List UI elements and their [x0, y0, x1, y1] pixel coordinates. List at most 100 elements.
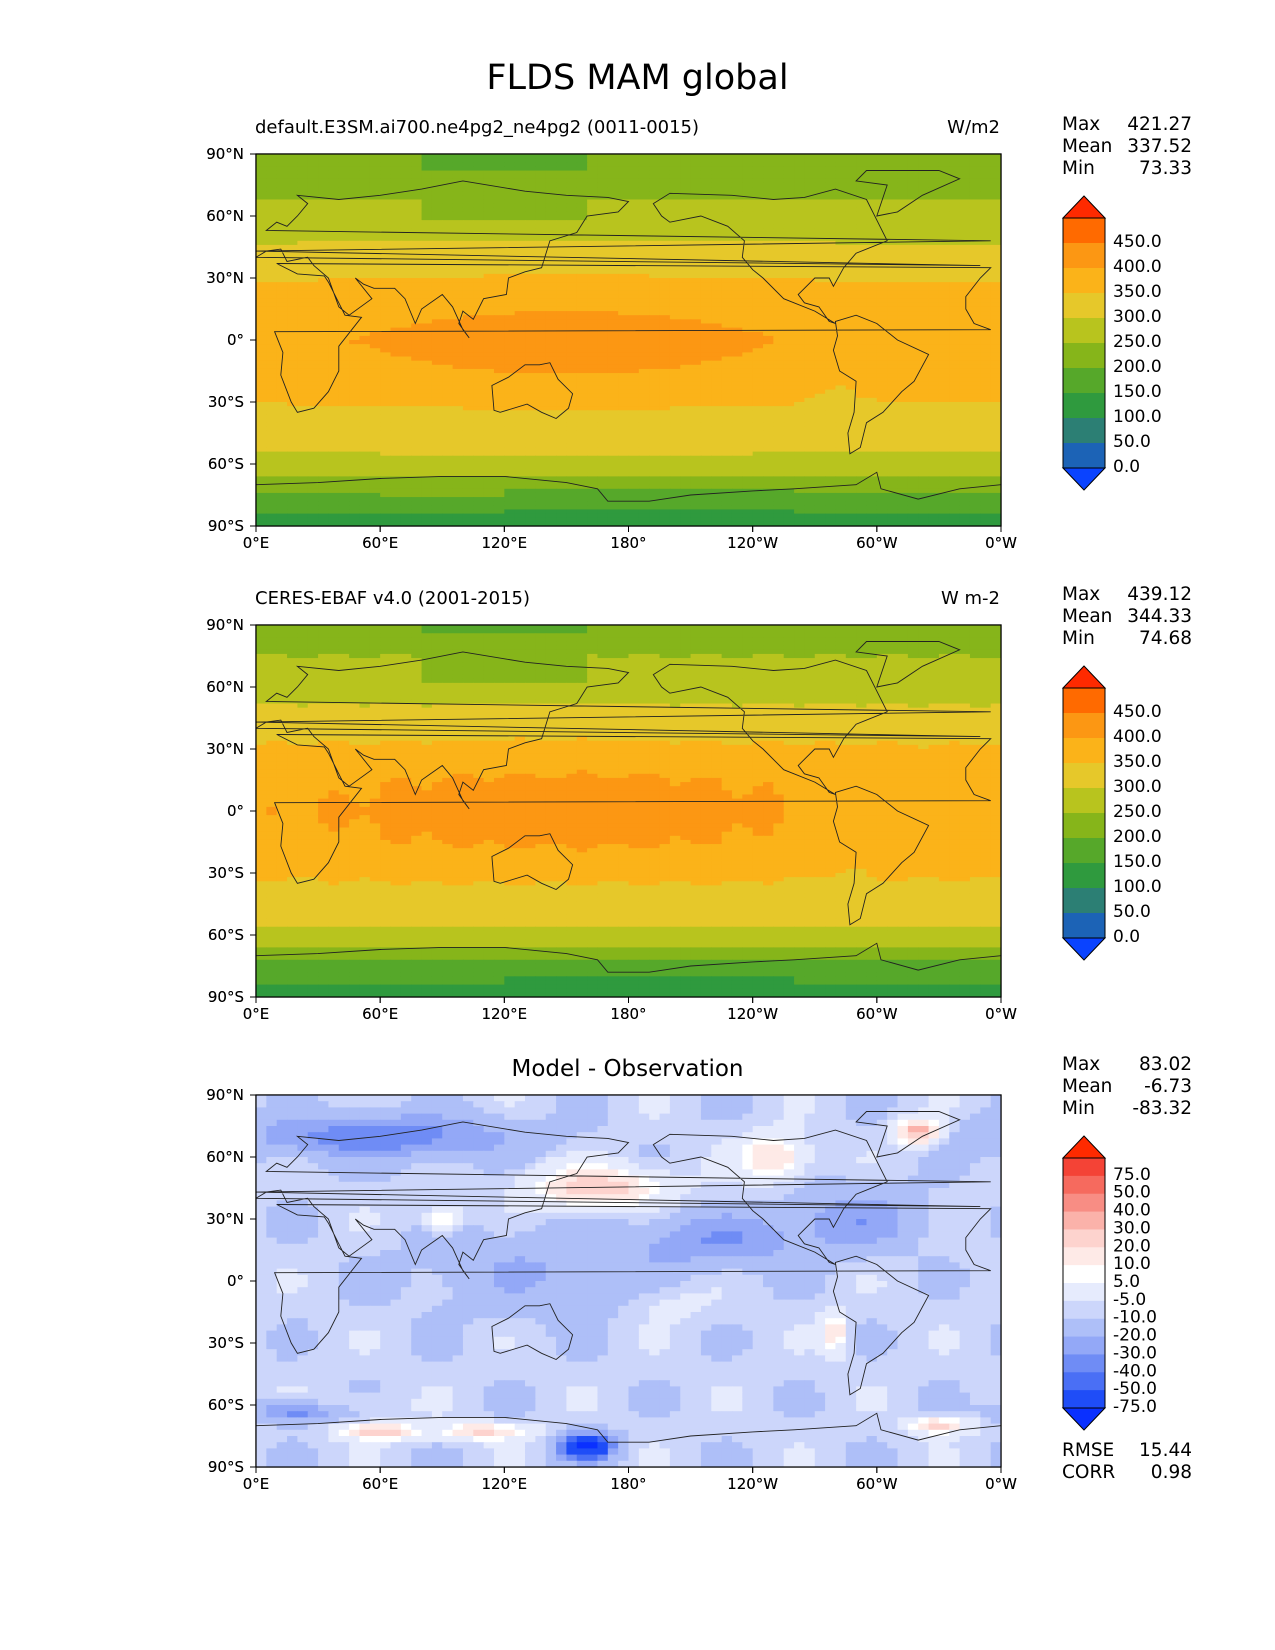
- field-cell: [711, 178, 723, 184]
- field-cell: [825, 187, 837, 192]
- field-cell: [649, 430, 661, 436]
- field-cell: [318, 385, 330, 391]
- field-cell: [525, 294, 536, 300]
- field-cell: [618, 368, 630, 374]
- field-cell: [804, 393, 816, 399]
- field-cell: [638, 174, 650, 180]
- field-cell: [711, 282, 723, 287]
- field-cell: [514, 422, 526, 428]
- field-cell: [918, 228, 930, 234]
- field-cell: [783, 178, 795, 184]
- field-cell: [907, 182, 919, 188]
- field-cell: [628, 273, 640, 279]
- field-cell: [752, 154, 764, 159]
- field-cell: [990, 211, 1001, 217]
- field-cell: [783, 319, 795, 325]
- field-cell: [442, 236, 454, 242]
- field-cell: [266, 340, 278, 345]
- field-cell: [783, 315, 795, 320]
- field-cell: [545, 249, 557, 254]
- field-cell: [442, 352, 454, 358]
- field-cell: [483, 385, 495, 391]
- field-cell: [876, 249, 888, 254]
- field-cell: [473, 216, 485, 221]
- field-cell: [369, 199, 381, 205]
- field-cell: [587, 170, 599, 176]
- field-cell: [928, 331, 940, 337]
- field-cell: [711, 426, 723, 432]
- field-cell: [276, 331, 288, 337]
- field-cell: [535, 294, 547, 300]
- field-cell: [763, 282, 774, 287]
- field-cell: [618, 340, 630, 345]
- field-cell: [773, 364, 785, 370]
- field-cell: [462, 224, 474, 229]
- field-cell: [969, 319, 981, 325]
- field-cell: [266, 373, 278, 378]
- field-cell: [628, 240, 640, 246]
- field-cell: [421, 327, 433, 333]
- field-cell: [773, 373, 785, 378]
- field-cell: [256, 435, 267, 440]
- field-cell: [752, 265, 764, 271]
- field-cell: [835, 216, 847, 221]
- field-cell: [535, 236, 547, 242]
- field-cell: [545, 224, 557, 229]
- field-cell: [969, 430, 981, 436]
- field-cell: [380, 207, 392, 213]
- field-cell: [928, 344, 940, 349]
- field-cell: [587, 422, 599, 428]
- field-cell: [835, 187, 847, 192]
- field-cell: [493, 195, 505, 201]
- field-cell: [825, 207, 837, 213]
- field-cell: [380, 282, 392, 287]
- field-cell: [431, 340, 443, 345]
- field-cell: [359, 331, 371, 337]
- field-cell: [504, 422, 516, 428]
- field-cell: [431, 162, 443, 167]
- field-cell: [731, 273, 743, 279]
- field-cell: [421, 265, 433, 271]
- field-cell: [369, 397, 381, 403]
- field-cell: [659, 397, 671, 403]
- field-cell: [266, 158, 278, 163]
- field-cell: [514, 377, 526, 382]
- field-cell: [618, 422, 630, 428]
- field-cell: [700, 232, 712, 238]
- field-cell: [825, 298, 837, 304]
- field-cell: [659, 170, 671, 176]
- field-cell: [276, 352, 288, 358]
- field-cell: [473, 352, 485, 358]
- field-cell: [669, 319, 681, 325]
- field-cell: [763, 199, 774, 205]
- field-cell: [587, 195, 599, 201]
- field-cell: [504, 191, 516, 196]
- field-cell: [773, 381, 785, 387]
- field-cell: [711, 265, 723, 271]
- field-cell: [700, 315, 712, 320]
- field-cell: [628, 381, 640, 387]
- field-cell: [328, 302, 340, 308]
- field-cell: [266, 327, 278, 333]
- field-cell: [607, 315, 619, 320]
- field-cell: [369, 273, 381, 279]
- field-cell: [897, 389, 909, 395]
- field-cell: [649, 158, 661, 163]
- field-cell: [256, 352, 267, 358]
- field-cell: [959, 249, 971, 254]
- field-cell: [804, 331, 816, 337]
- field-cell: [307, 294, 319, 300]
- field-cell: [297, 352, 309, 358]
- field-cell: [711, 315, 723, 320]
- field-cell: [514, 282, 526, 287]
- field-cell: [380, 232, 392, 238]
- field-cell: [669, 406, 681, 411]
- field-cell: [535, 216, 547, 221]
- field-cell: [587, 228, 599, 234]
- field-cell: [794, 311, 806, 316]
- field-cell: [462, 203, 474, 209]
- field-cell: [328, 418, 340, 424]
- field-cell: [307, 249, 319, 254]
- field-cell: [452, 170, 464, 176]
- field-cell: [380, 265, 392, 271]
